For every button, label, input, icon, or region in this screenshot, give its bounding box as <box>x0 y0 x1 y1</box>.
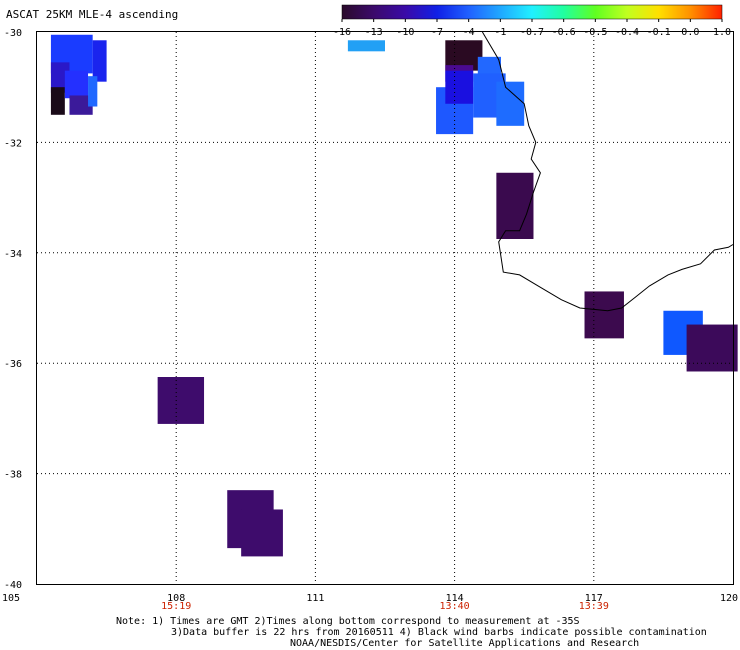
colorbar-label: -0.7 <box>520 27 544 38</box>
data-cell-14 <box>496 81 525 126</box>
lat-tick-label: -40 <box>4 580 22 591</box>
lon-tick-label: 105 <box>2 593 20 604</box>
colorbar-label: -0.6 <box>552 27 576 38</box>
colorbar-label: -0.5 <box>583 27 607 38</box>
data-cell-5 <box>69 95 93 115</box>
data-cell-21 <box>241 509 283 557</box>
lon-tick-label: 111 <box>306 593 324 604</box>
lat-tick-label: -30 <box>4 28 22 39</box>
note-line-2: 3)Data buffer is 22 hrs from 20160511 4)… <box>171 627 707 638</box>
axis-ticks: 105 108 111 114 117 120 -30 -32 -34 -36 -38 -40 15:1… <box>2 28 738 612</box>
lon-tick-label: 120 <box>720 593 738 604</box>
lat-tick-label: -34 <box>4 249 22 260</box>
colorbar-scale <box>341 4 723 20</box>
colorbar-label: 1.0 <box>713 27 731 38</box>
map-frame <box>36 31 734 585</box>
data-cell-19 <box>157 377 205 424</box>
coastline <box>481 31 734 312</box>
data-cell-16 <box>584 291 624 339</box>
data-cells <box>50 34 738 557</box>
colorbar-label: -13 <box>365 27 383 38</box>
colorbar-label: -0.1 <box>647 27 671 38</box>
lon-tick-label: 108 <box>167 593 185 604</box>
time-label: 13:40 <box>440 601 470 612</box>
lat-tick-label: -36 <box>4 359 22 370</box>
data-cell-10 <box>477 56 501 77</box>
time-label: 13:39 <box>579 601 609 612</box>
colorbar-label: -16 <box>333 27 351 38</box>
data-cell-7 <box>347 40 385 52</box>
data-cell-1 <box>92 40 107 82</box>
map-title: ASCAT 25KM MLE-4 ascending <box>6 8 179 21</box>
lon-tick-label: 117 <box>585 593 603 604</box>
lat-tick-label: -32 <box>4 138 22 149</box>
data-cell-15 <box>496 172 534 239</box>
colorbar-label: -10 <box>396 27 414 38</box>
data-cell-3 <box>50 87 65 115</box>
data-cell-6 <box>88 76 98 107</box>
colorbar-label: -7 <box>431 27 443 38</box>
colorbar-label: 0.0 <box>681 27 699 38</box>
note-line-3: NOAA/NESDIS/Center for Satellite Applica… <box>290 638 640 649</box>
colorbar-label: -1 <box>494 27 506 38</box>
time-label: 15:19 <box>161 601 191 612</box>
data-cell-18 <box>686 324 738 372</box>
graticule <box>37 32 733 584</box>
data-cell-12 <box>445 70 474 104</box>
lon-tick-label: 114 <box>446 593 464 604</box>
colorbar-label: -0.4 <box>615 27 639 38</box>
data-cell-4 <box>64 70 89 99</box>
colorbar-label: -4 <box>463 27 475 38</box>
lat-tick-label: -38 <box>4 470 22 481</box>
note-line-1: Note: 1) Times are GMT 2)Times along bot… <box>116 616 580 627</box>
colorbar: -16 -13 -10 -7 -4 -1 -0.7 -0.6 -0.5 -0.4 -0.1 0.0 1.… <box>333 4 731 38</box>
